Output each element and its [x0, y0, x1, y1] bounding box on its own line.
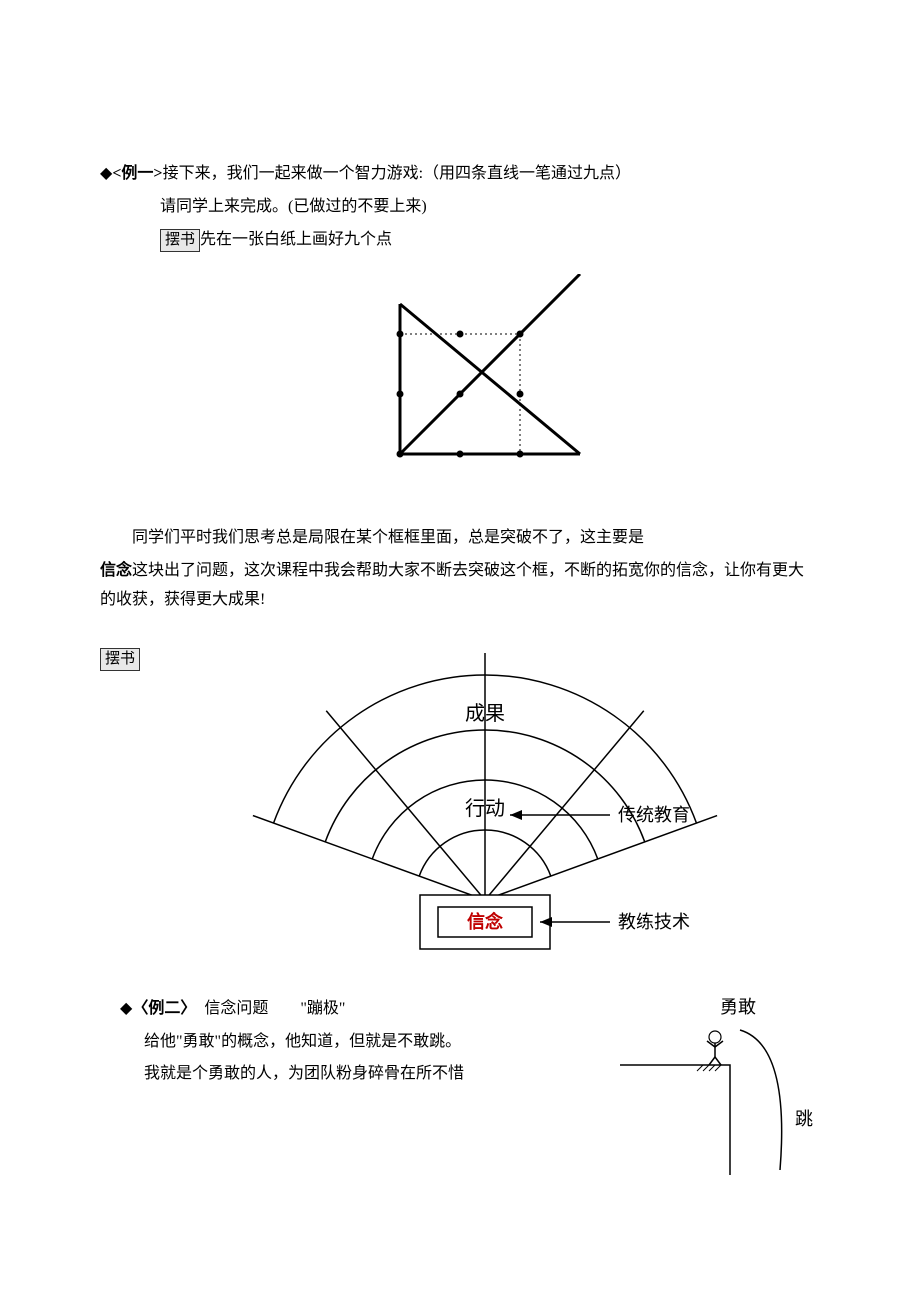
- ex2-line1: ◆〈例二〉 信念问题 "蹦极": [120, 995, 620, 1024]
- ex1-line2: 请同学上来完成。(已做过的不要上来): [100, 193, 820, 222]
- fan-svg: 成果行动信念 传统教育教练技术: [230, 645, 750, 965]
- ex1-line3-rest: 先在一张白纸上画好九个点: [200, 231, 392, 248]
- mid-bold: 信念: [100, 562, 132, 579]
- ex1-tag: <例一>: [112, 165, 162, 182]
- ex1-line3: 摆书先在一张白纸上画好九个点: [100, 226, 820, 255]
- svg-text:信念: 信念: [467, 911, 503, 932]
- ex2-title-rest: 信念问题 "蹦极": [188, 1000, 345, 1017]
- bullet-icon-2: ◆: [120, 1000, 132, 1017]
- ex2-line3: 我就是个勇敢的人，为团队粉身碎骨在所不惜: [120, 1060, 620, 1089]
- mid-para-2: 信念这块出了问题，这次课程中我会帮助大家不断去突破这个框，不断的拓宽你的信念，让…: [100, 557, 820, 615]
- svg-text:教练技术: 教练技术: [618, 912, 690, 932]
- svg-text:成果: 成果: [465, 702, 505, 725]
- ex1-line1: ◆<例一>接下来，我们一起来做一个智力游戏:（用四条直线一笔通过九点）: [100, 160, 820, 189]
- nine-dots-diagram: [100, 274, 820, 494]
- bullet-icon: ◆: [100, 165, 112, 182]
- ex2-figure: 勇敢跳: [620, 995, 820, 1175]
- document-page: ◆<例一>接下来，我们一起来做一个智力游戏:（用四条直线一笔通过九点） 请同学上…: [0, 0, 920, 1215]
- mid-rest: 这块出了问题，这次课程中我会帮助大家不断去突破这个框，不断的拓宽你的信念，让你有…: [100, 562, 804, 608]
- svg-text:传统教育: 传统教育: [618, 805, 690, 825]
- svg-text:跳: 跳: [795, 1109, 813, 1129]
- nine-dots-svg: [310, 274, 610, 494]
- ex2-text: ◆〈例二〉 信念问题 "蹦极" 给他"勇敢"的概念，他知道，但就是不敢跳。 我就…: [100, 995, 620, 1093]
- mid-line1: 同学们平时我们思考总是局限在某个框框里面，总是突破不了，这主要是: [100, 529, 644, 546]
- box-label-2-wrap: 摆书: [100, 645, 140, 674]
- box-label-2: 摆书: [100, 648, 140, 671]
- ex2-tag: 〈例二〉: [132, 1000, 188, 1017]
- ex2-line2: 给他"勇敢"的概念，他知道，但就是不敢跳。: [120, 1028, 620, 1057]
- ex1-line1-rest: 接下来，我们一起来做一个智力游戏:（用四条直线一笔通过九点）: [163, 165, 631, 182]
- ex2-section: ◆〈例二〉 信念问题 "蹦极" 给他"勇敢"的概念，他知道，但就是不敢跳。 我就…: [100, 995, 820, 1175]
- box-label-1: 摆书: [160, 229, 200, 252]
- fan-row: 摆书 成果行动信念 传统教育教练技术: [100, 645, 820, 965]
- fan-diagram-wrap: 成果行动信念 传统教育教练技术: [160, 645, 820, 965]
- svg-text:勇敢: 勇敢: [720, 997, 756, 1017]
- svg-text:行动: 行动: [465, 797, 505, 820]
- mid-para: 同学们平时我们思考总是局限在某个框框里面，总是突破不了，这主要是: [100, 524, 820, 553]
- jump-svg: 勇敢跳: [620, 995, 820, 1175]
